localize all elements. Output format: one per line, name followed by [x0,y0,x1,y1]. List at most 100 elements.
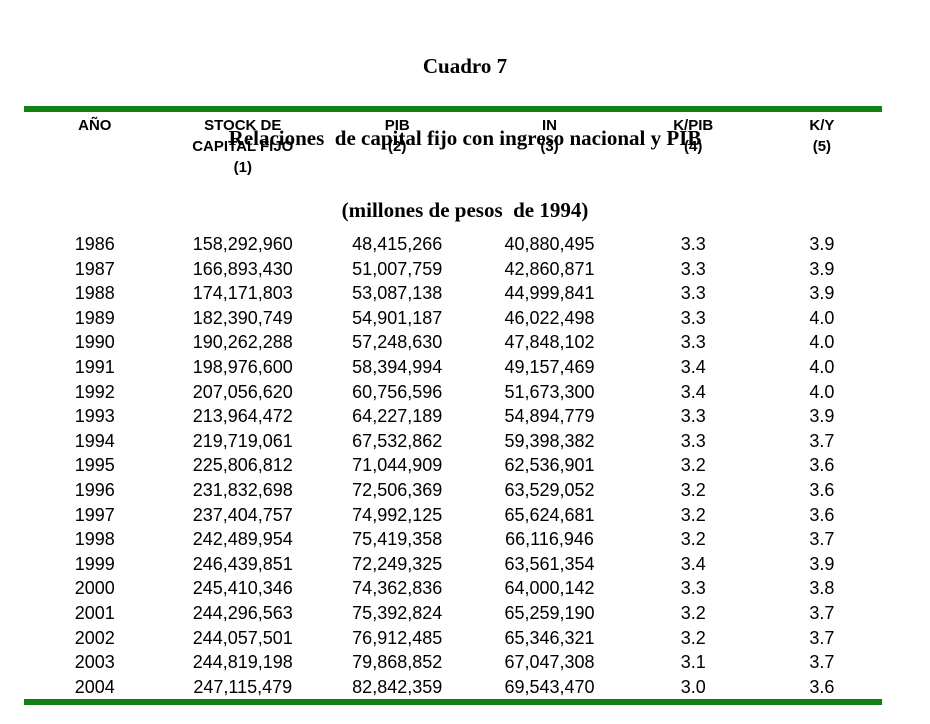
column-header-ky: K/Y (5) [762,115,882,178]
table-cell: 242,489,954 [192,529,293,550]
column-header-stock: STOCK DE CAPITAL FIJO (1) [166,115,320,178]
table-cell: 4.0 [809,307,835,328]
table-cell: 1988 [74,283,115,304]
table-cell: 60,756,596 [352,381,443,402]
column-header-kpib: K/PIB (4) [625,115,762,178]
table-cell: 1987 [74,258,115,279]
table-cell: 207,056,620 [192,381,293,402]
table-cell: 1989 [74,307,115,328]
table-cell: 3.9 [809,258,835,279]
table-cell: 3.2 [680,627,706,648]
table-row: 2000 245,410,346 74,362,836 64,000,142 3.3 3.… [24,576,882,601]
table-cell: 190,262,288 [192,332,293,353]
table-row: 1994 219,719,061 67,532,862 59,398,382 3.3 3.… [24,429,882,454]
table-cell: 64,000,142 [504,578,595,599]
table-cell: 54,901,187 [352,307,443,328]
table-cell: 1990 [74,332,115,353]
table-cell: 166,893,430 [192,258,293,279]
table-cell: 225,806,812 [192,455,293,476]
table-cell: 3.6 [809,676,835,697]
table-row: 1988 174,171,803 53,087,138 44,999,841 3.3 3.… [24,281,882,306]
table-cell: 3.9 [809,283,835,304]
table-cell: 3.6 [809,504,835,525]
table-cell: 3.3 [680,258,706,279]
table-cell: 3.3 [680,332,706,353]
table-cell: 1998 [74,529,115,550]
table-cell: 42,860,871 [504,258,595,279]
table-cell: 40,880,495 [504,234,595,254]
table-cell: 67,047,308 [504,652,595,673]
table-cell: 3.4 [680,381,706,402]
table-row: 2002 244,057,501 76,912,485 65,346,321 3.2 3.… [24,626,882,651]
table-row: 1997 237,404,757 74,992,125 65,624,681 3.2 3.… [24,503,882,528]
table-cell: 3.7 [809,529,835,550]
table-cell: 72,506,369 [352,479,443,500]
table-cell: 76,912,485 [352,627,443,648]
table-cell: 53,087,138 [352,283,443,304]
table-top-rule [24,106,882,112]
table-cell: 74,362,836 [352,578,443,599]
table-cell: 58,394,994 [352,356,443,377]
table-cell: 2002 [74,627,115,648]
column-header-line: (5) [812,138,832,155]
table-cell: 3.7 [809,652,835,673]
table-cell: 51,007,759 [352,258,443,279]
table-cell: 3.7 [809,430,835,451]
table-cell: 57,248,630 [352,332,443,353]
table-cell: 75,419,358 [352,529,443,550]
column-header-line: (1) [233,159,252,176]
table-cell: 3.3 [680,406,706,427]
table-cell: 59,398,382 [504,430,595,451]
table-cell: 1986 [74,234,115,254]
column-header-line: K/Y [809,117,835,134]
column-header-line: (4) [684,138,703,155]
table-cell: 3.2 [680,602,706,623]
table-cell: 3.4 [680,356,706,377]
table-cell: 244,296,563 [192,602,293,623]
table-cell: 244,819,198 [192,652,293,673]
table-cell: 158,292,960 [192,234,293,254]
table-cell: 67,532,862 [352,430,443,451]
table-row: 2004 247,115,479 82,842,359 69,543,470 3.0 3.… [24,675,882,700]
table-cell: 3.9 [809,406,835,427]
table-cell: 3.9 [809,553,835,574]
table-cell: 1992 [74,381,115,402]
table-cell: 3.9 [809,234,835,254]
table-body: 1986 158,292,960 48,415,266 40,880,495 3.3 3.… [24,232,882,699]
column-header-line: IN [542,117,557,134]
column-header-in: IN (3) [474,115,624,178]
table-cell: 3.8 [809,578,835,599]
table-cell: 231,832,698 [192,479,293,500]
table-row: 1986 158,292,960 48,415,266 40,880,495 3.3 3.… [24,232,882,257]
table-cell: 48,415,266 [352,234,443,254]
table-cell: 3.4 [680,553,706,574]
table-cell: 1994 [74,430,115,451]
table-cell: 69,543,470 [504,676,595,697]
table-row: 1987 166,893,430 51,007,759 42,860,871 3.3 3.… [24,257,882,282]
table-cell: 3.3 [680,234,706,254]
table-cell: 4.0 [809,332,835,353]
table-row: 1996 231,832,698 72,506,369 63,529,052 3.2 3.… [24,478,882,503]
table-header-row: AÑO STOCK DE CAPITAL FIJO (1) PIB (2) IN (3) K/P… [24,115,882,178]
table-cell: 3.7 [809,602,835,623]
table-cell: 3.0 [680,676,706,697]
column-header-line: (2) [388,138,407,155]
table-row: 1991 198,976,600 58,394,994 49,157,469 3.4 4.… [24,355,882,380]
table-cell: 2003 [74,652,115,673]
table-cell: 54,894,779 [504,406,595,427]
caption-units: (millones de pesos de 1994) [341,198,589,222]
table-cell: 1995 [74,455,115,476]
table-cell: 63,561,354 [504,553,595,574]
table-cell: 66,116,946 [505,529,594,550]
table-row: 1999 246,439,851 72,249,325 63,561,354 3.4 3.… [24,552,882,577]
table-cell: 74,992,125 [352,504,443,525]
table-cell: 65,259,190 [504,602,595,623]
table-cell: 65,346,321 [504,627,595,648]
table-cell: 247,115,479 [193,676,293,697]
table-cell: 237,404,757 [192,504,293,525]
table-row: 1998 242,489,954 75,419,358 66,116,946 3.2 3.… [24,527,882,552]
table-cell: 1999 [74,553,115,574]
table-cell: 4.0 [809,381,835,402]
table-cell: 75,392,824 [352,602,443,623]
table-cell: 3.3 [680,307,706,328]
